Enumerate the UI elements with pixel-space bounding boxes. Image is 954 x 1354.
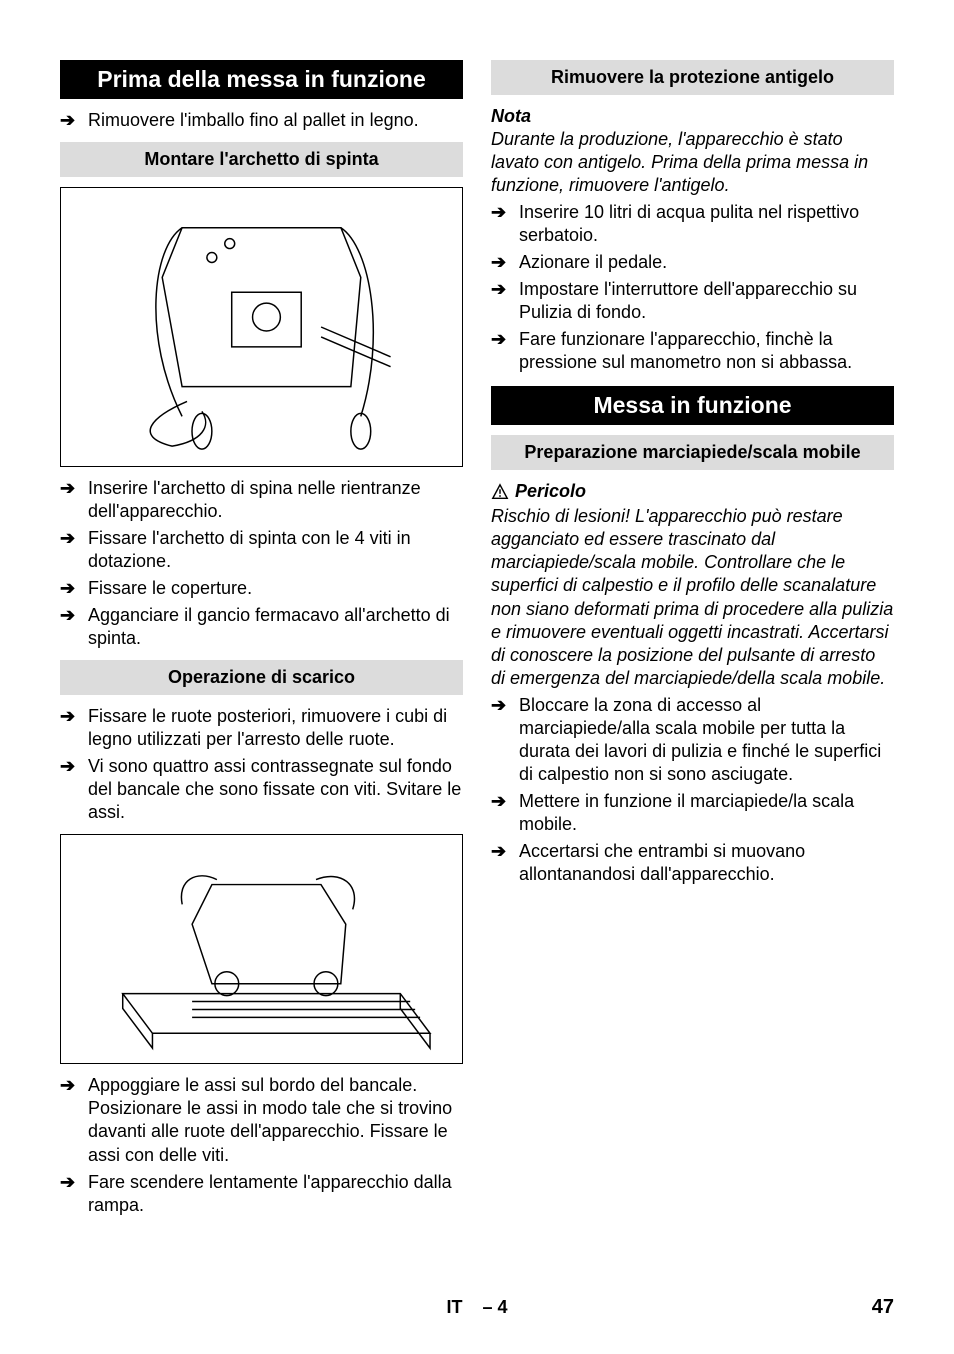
arrow-icon: ➔ <box>60 477 88 500</box>
right-column: Rimuovere la protezione antigelo Nota Du… <box>491 60 894 1221</box>
subsection-heading-preparation: Preparazione marciapiede/scala mobile <box>491 435 894 470</box>
list-text: Rimuovere l'imballo fino al pallet in le… <box>88 109 463 132</box>
list-text: Fissare le coperture. <box>88 577 463 600</box>
arrow-icon: ➔ <box>60 577 88 600</box>
list-text: Agganciare il gancio fermacavo all'arche… <box>88 604 463 650</box>
list-text: Fare funzionare l'apparecchio, finchè la… <box>519 328 894 374</box>
section-heading-before-startup: Prima della messa in funzione <box>60 60 463 99</box>
section-heading-startup: Messa in funzione <box>491 386 894 425</box>
list-text: Fissare l'archetto di spinta con le 4 vi… <box>88 527 463 573</box>
subsection-heading-unloading: Operazione di scarico <box>60 660 463 695</box>
arrow-icon: ➔ <box>491 328 519 351</box>
arrow-icon: ➔ <box>491 840 519 863</box>
illustration-icon <box>61 835 462 1063</box>
arrow-icon: ➔ <box>491 251 519 274</box>
subsection-heading-remove-antifreeze: Rimuovere la protezione antigelo <box>491 60 894 95</box>
danger-label: Pericolo <box>515 480 586 503</box>
list-text: Inserire 10 litri di acqua pulita nel ri… <box>519 201 894 247</box>
list-text: Bloccare la zona di accesso al marciapie… <box>519 694 894 786</box>
list-text: Fare scendere lentamente l'apparecchio d… <box>88 1171 463 1217</box>
list-text: Impostare l'interruttore dell'apparecchi… <box>519 278 894 324</box>
list-item: ➔ Impostare l'interruttore dell'apparecc… <box>491 278 894 324</box>
footer-page-abs: 47 <box>872 1296 894 1319</box>
list-text: Vi sono quattro assi contrassegnate sul … <box>88 755 463 824</box>
list-item: ➔ Fare funzionare l'apparecchio, finchè … <box>491 328 894 374</box>
list-item: ➔ Fissare le coperture. <box>60 577 463 600</box>
danger-heading: Pericolo <box>491 480 894 503</box>
page-footer: IT – 4 47 <box>60 1297 894 1318</box>
list-text: Mettere in funzione il marciapiede/la sc… <box>519 790 894 836</box>
left-column: Prima della messa in funzione ➔ Rimuover… <box>60 60 463 1221</box>
list-item: ➔ Vi sono quattro assi contrassegnate su… <box>60 755 463 824</box>
list-item: ➔ Bloccare la zona di accesso al marciap… <box>491 694 894 786</box>
list-item: ➔ Mettere in funzione il marciapiede/la … <box>491 790 894 836</box>
illustration-icon <box>61 188 462 466</box>
footer-lang: IT <box>446 1297 462 1317</box>
list-item: ➔ Fare scendere lentamente l'apparecchio… <box>60 1171 463 1217</box>
warning-triangle-icon <box>491 483 509 501</box>
arrow-icon: ➔ <box>491 201 519 224</box>
arrow-icon: ➔ <box>60 527 88 550</box>
list-item: ➔ Inserire l'archetto di spina nelle rie… <box>60 477 463 523</box>
arrow-icon: ➔ <box>60 604 88 627</box>
list-text: Accertarsi che entrambi si muovano allon… <box>519 840 894 886</box>
list-item: ➔ Accertarsi che entrambi si muovano all… <box>491 840 894 886</box>
arrow-icon: ➔ <box>60 1074 88 1097</box>
figure-unloading-ramp <box>60 834 463 1064</box>
footer-center: IT – 4 <box>446 1297 507 1318</box>
subsection-heading-mount-handle: Montare l'archetto di spinta <box>60 142 463 177</box>
arrow-icon: ➔ <box>60 705 88 728</box>
list-item: ➔ Fissare le ruote posteriori, rimuovere… <box>60 705 463 751</box>
footer-page-rel: – 4 <box>482 1297 507 1317</box>
arrow-icon: ➔ <box>60 1171 88 1194</box>
danger-body: Rischio di lesioni! L'apparecchio può re… <box>491 505 894 689</box>
list-item: ➔ Rimuovere l'imballo fino al pallet in … <box>60 109 463 132</box>
note-body: Durante la produzione, l'apparecchio è s… <box>491 128 894 197</box>
list-item: ➔ Agganciare il gancio fermacavo all'arc… <box>60 604 463 650</box>
arrow-icon: ➔ <box>60 755 88 778</box>
list-item: ➔ Azionare il pedale. <box>491 251 894 274</box>
figure-handle-assembly <box>60 187 463 467</box>
arrow-icon: ➔ <box>491 694 519 717</box>
list-text: Appoggiare le assi sul bordo del bancale… <box>88 1074 463 1166</box>
list-item: ➔ Fissare l'archetto di spinta con le 4 … <box>60 527 463 573</box>
arrow-icon: ➔ <box>60 109 88 132</box>
list-item: ➔ Appoggiare le assi sul bordo del banca… <box>60 1074 463 1166</box>
note-label: Nota <box>491 105 894 128</box>
list-text: Inserire l'archetto di spina nelle rient… <box>88 477 463 523</box>
arrow-icon: ➔ <box>491 790 519 813</box>
list-item: ➔ Inserire 10 litri di acqua pulita nel … <box>491 201 894 247</box>
arrow-icon: ➔ <box>491 278 519 301</box>
list-text: Fissare le ruote posteriori, rimuovere i… <box>88 705 463 751</box>
list-text: Azionare il pedale. <box>519 251 894 274</box>
